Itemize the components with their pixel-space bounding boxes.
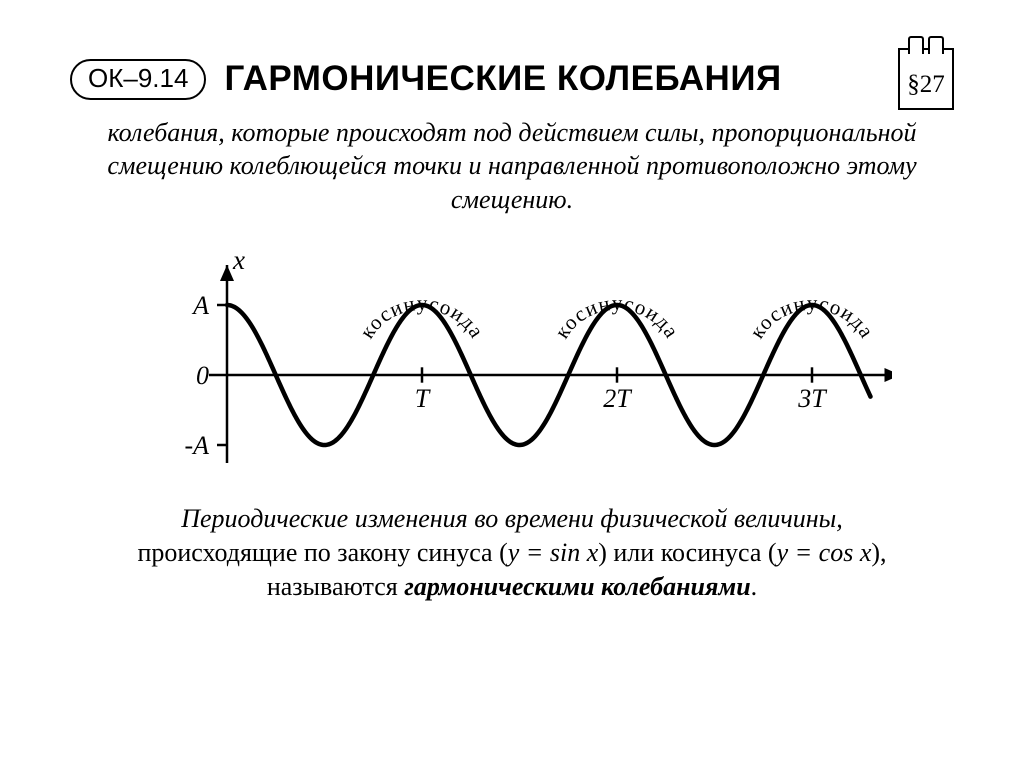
svg-text:0: 0 (196, 361, 209, 390)
page-title: ГАРМОНИЧЕСКИЕ КОЛЕБАНИЯ (224, 59, 880, 99)
svg-text:x: x (232, 245, 245, 275)
header-row: ОК–9.14 ГАРМОНИЧЕСКИЕ КОЛЕБАНИЯ §27 (70, 48, 954, 110)
page-root: ОК–9.14 ГАРМОНИЧЕСКИЕ КОЛЕБАНИЯ §27 коле… (0, 0, 1024, 645)
definition-line2-mid: ) или косинуса ( (598, 538, 776, 567)
svg-text:косинусоида: косинусоида (355, 291, 490, 343)
definition-line3-post: . (751, 572, 758, 601)
svg-text:2T: 2T (603, 384, 632, 413)
svg-text:3T: 3T (797, 384, 827, 413)
definition-term: гармоническими колебаниями (404, 572, 750, 601)
cos-expression: y = cos x (777, 538, 872, 567)
chart-container: A0-AT2T3Txtкосинусоидакосинусоидакосинус… (70, 230, 954, 490)
definition-line2-pre: происходящие по закону синуса ( (137, 538, 507, 567)
subtitle-text: колебания, которые происходят под действ… (100, 116, 924, 216)
sin-expression: y = sin x (508, 538, 598, 567)
svg-text:A: A (191, 291, 209, 320)
cosine-chart: A0-AT2T3Txtкосинусоидакосинусоидакосинус… (132, 230, 892, 490)
definition-line3-pre: называются (267, 572, 404, 601)
svg-text:T: T (415, 384, 431, 413)
definition-line2-post: ), (871, 538, 886, 567)
section-note: §27 (898, 48, 954, 110)
definition-line1: Периодические изменения во времени физич… (181, 504, 843, 533)
reference-pill: ОК–9.14 (70, 59, 206, 100)
svg-text:косинусоида: косинусоида (550, 291, 685, 343)
svg-text:-A: -A (184, 431, 209, 460)
definition-block: Периодические изменения во времени физич… (90, 502, 934, 605)
svg-text:косинусоида: косинусоида (745, 291, 880, 343)
